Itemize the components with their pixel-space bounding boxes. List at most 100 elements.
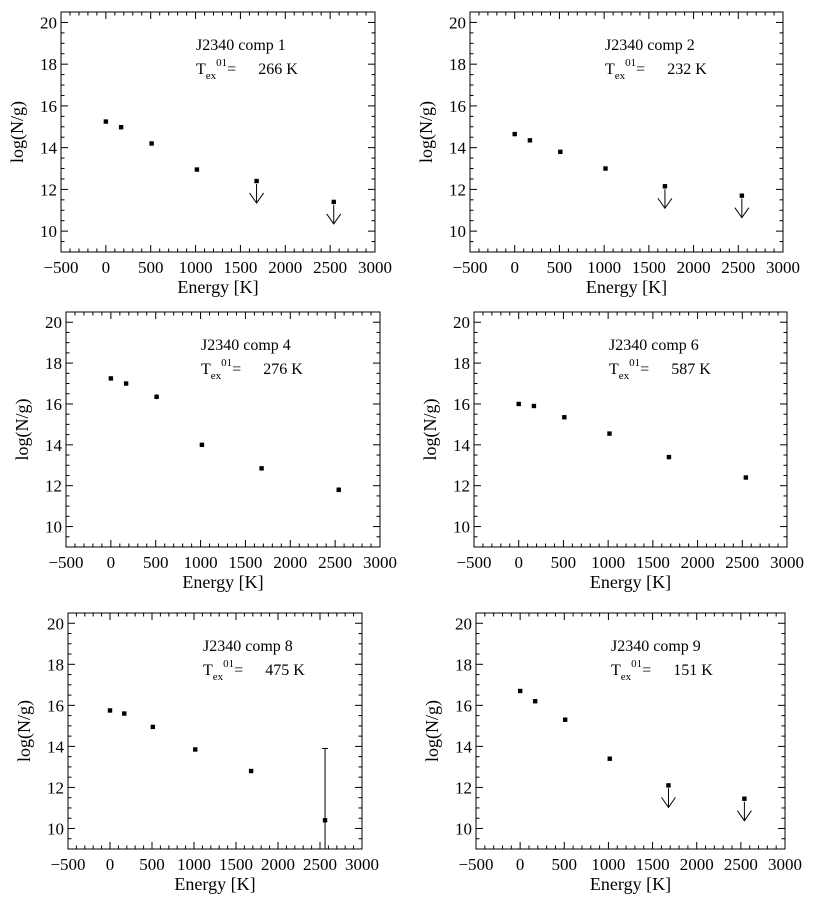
x-tick-label: −500 xyxy=(50,855,85,874)
excitation-temperature-annotation: Tex01= 266 K xyxy=(196,57,298,82)
y-tick-label: 18 xyxy=(449,55,466,74)
x-tick-label: 2000 xyxy=(273,553,307,572)
data-point xyxy=(108,376,114,381)
x-tick-label: −500 xyxy=(458,855,493,874)
y-tick-label: 10 xyxy=(45,518,62,537)
data-point xyxy=(743,475,749,480)
y-tick-label: 20 xyxy=(449,13,466,32)
x-tick-label: 3000 xyxy=(345,855,379,874)
y-axis-label: log(N/g) xyxy=(416,101,437,163)
panel-title: J2340 comp 4 xyxy=(201,337,291,354)
data-marker xyxy=(558,149,563,155)
x-tick-label: 1500 xyxy=(223,258,257,277)
plot-frame xyxy=(67,612,363,850)
data-point xyxy=(118,125,124,130)
data-marker xyxy=(154,394,159,400)
x-tick-label: 2500 xyxy=(724,855,758,874)
data-marker xyxy=(607,756,612,761)
y-tick-label: 12 xyxy=(449,180,466,199)
temp-symbol: T xyxy=(203,662,213,679)
data-point xyxy=(199,442,205,448)
x-tick-label: 2000 xyxy=(677,258,711,277)
data-point xyxy=(603,166,608,171)
temp-symbol: T xyxy=(196,61,206,78)
temp-symbol: T xyxy=(609,361,619,378)
data-marker xyxy=(662,184,668,189)
temp-equals: = xyxy=(640,361,649,378)
temp-value: 475 K xyxy=(265,662,305,679)
x-tick-label: 1000 xyxy=(177,855,211,874)
x-tick-label: 1500 xyxy=(636,855,670,874)
temp-value: 232 K xyxy=(667,61,707,78)
data-point xyxy=(531,403,537,409)
data-marker xyxy=(532,699,538,704)
temp-superscript: 01 xyxy=(625,57,636,69)
upper-limit-arrowhead xyxy=(326,213,342,225)
x-axis-label: Energy [K] xyxy=(586,277,667,297)
temp-superscript: 01 xyxy=(216,57,227,69)
data-marker xyxy=(248,768,254,774)
y-axis-label: log(N/g) xyxy=(420,399,441,461)
data-point xyxy=(562,717,568,722)
data-marker xyxy=(199,442,205,448)
temp-value: 151 K xyxy=(673,662,713,679)
data-point xyxy=(259,466,264,471)
y-tick-label: 20 xyxy=(47,614,64,633)
x-tick-label: 0 xyxy=(514,553,523,572)
data-point xyxy=(607,431,612,436)
data-point xyxy=(516,401,521,407)
data-point xyxy=(558,149,563,155)
data-marker xyxy=(603,166,608,171)
y-tick-label: 18 xyxy=(47,655,64,674)
x-tick-label: 1500 xyxy=(228,553,262,572)
x-axis-label: Energy [K] xyxy=(590,874,671,894)
y-tick-label: 16 xyxy=(47,696,64,715)
temp-superscript: 01 xyxy=(629,357,640,369)
upper-limit-arrowhead xyxy=(249,192,264,204)
x-tick-label: 1000 xyxy=(591,855,625,874)
x-tick-label: 0 xyxy=(107,553,116,572)
data-point xyxy=(150,724,156,730)
y-tick-label: 18 xyxy=(453,354,470,373)
upper-limit-arrowhead xyxy=(657,197,673,210)
x-tick-label: 1000 xyxy=(179,258,213,277)
y-tick-label: 20 xyxy=(453,313,470,332)
plot-frame xyxy=(60,11,376,253)
y-tick-label: 18 xyxy=(455,655,472,674)
x-tick-label: 1000 xyxy=(587,258,621,277)
data-point xyxy=(736,796,752,822)
x-tick-label: 500 xyxy=(143,553,169,572)
data-point xyxy=(326,199,342,225)
temp-subscript: ex xyxy=(213,671,224,683)
x-tick-label: 500 xyxy=(138,258,164,277)
panel-title: J2340 comp 2 xyxy=(605,37,695,54)
x-tick-label: 2000 xyxy=(261,855,295,874)
y-tick-label: 14 xyxy=(449,139,467,158)
temp-superscript: 01 xyxy=(221,357,232,369)
y-axis-label: log(N/g) xyxy=(12,399,33,461)
data-point xyxy=(194,167,200,172)
temp-subscript: ex xyxy=(615,70,626,82)
temp-symbol: T xyxy=(201,361,211,378)
excitation-temperature-annotation: Tex01= 276 K xyxy=(201,357,303,382)
chart-panel-comp9: −500 0 500 1000 1500 2000 2500 3000 10 12 14 16 18 20… xyxy=(422,612,802,894)
y-tick-label: 18 xyxy=(40,55,57,74)
data-marker xyxy=(107,708,113,713)
x-tick-label: 0 xyxy=(516,855,525,874)
temp-equals: = xyxy=(232,361,241,378)
data-marker xyxy=(194,167,200,172)
y-tick-label: 20 xyxy=(455,614,472,633)
data-point xyxy=(248,768,254,774)
y-tick-label: 16 xyxy=(40,97,57,116)
x-tick-label: 1500 xyxy=(636,553,670,572)
data-marker xyxy=(118,125,124,130)
x-tick-label: 3000 xyxy=(770,553,804,572)
y-tick-label: 14 xyxy=(453,436,471,455)
panel-title: J2340 comp 8 xyxy=(203,638,293,655)
x-tick-label: 500 xyxy=(139,855,165,874)
temp-subscript: ex xyxy=(621,671,632,683)
chart-panel-comp8: −500 0 500 1000 1500 2000 2500 3000 10 12 14 16 18 20… xyxy=(14,612,379,894)
plot-frame xyxy=(469,11,784,253)
x-tick-label: 2500 xyxy=(313,258,347,277)
excitation-temperature-annotation: Tex01= 587 K xyxy=(609,357,711,382)
